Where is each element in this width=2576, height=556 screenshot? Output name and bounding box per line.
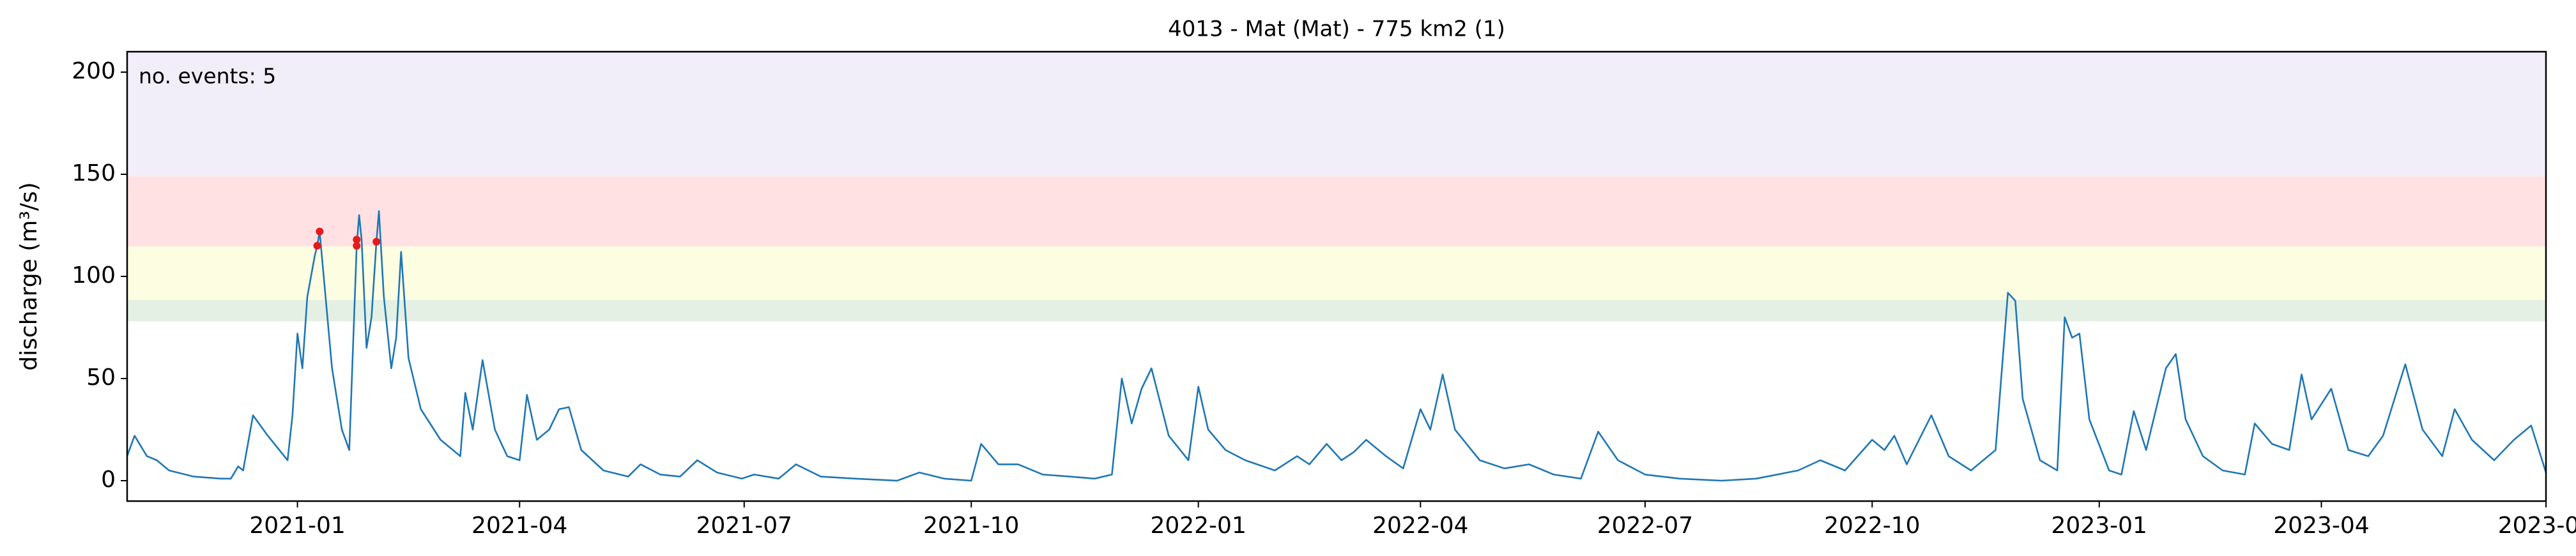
plot-frame — [126, 50, 2547, 502]
event-marker — [353, 236, 361, 244]
x-tick-label: 2022-01 — [1150, 513, 1246, 539]
x-tick-label: 2023-04 — [2273, 513, 2369, 539]
threshold-band — [127, 52, 2546, 177]
threshold-band — [127, 246, 2546, 300]
x-tick-label: 2022-04 — [1372, 513, 1468, 539]
event-marker — [313, 242, 321, 250]
threshold-band — [127, 176, 2546, 246]
y-tick-label: 100 — [72, 262, 116, 289]
y-tick-label: 150 — [72, 160, 116, 186]
x-tick-label: 2021-10 — [923, 513, 1019, 539]
event-marker — [316, 227, 324, 236]
event-marker — [372, 237, 381, 246]
x-tick-label: 2021-01 — [249, 513, 345, 539]
y-axis-label: discharge (m³/s) — [16, 182, 42, 370]
x-tick-label: 2023-07 — [2498, 513, 2576, 539]
x-tick-label: 2021-04 — [471, 513, 567, 539]
chart-title: 4013 - Mat (Mat) - 775 km2 (1) — [1168, 17, 1505, 42]
event-marker — [353, 242, 361, 250]
y-tick-label: 0 — [101, 467, 116, 493]
y-tick-label: 200 — [72, 58, 116, 84]
x-tick-label: 2022-07 — [1597, 513, 1693, 539]
threshold-band — [127, 299, 2546, 322]
x-tick-label: 2021-07 — [696, 513, 792, 539]
discharge-line — [126, 210, 2547, 482]
x-tick-label: 2023-01 — [2051, 513, 2147, 539]
x-tick-label: 2022-10 — [1824, 513, 1920, 539]
y-tick-label: 50 — [86, 364, 116, 391]
event-count: no. events: 5 — [139, 64, 276, 89]
